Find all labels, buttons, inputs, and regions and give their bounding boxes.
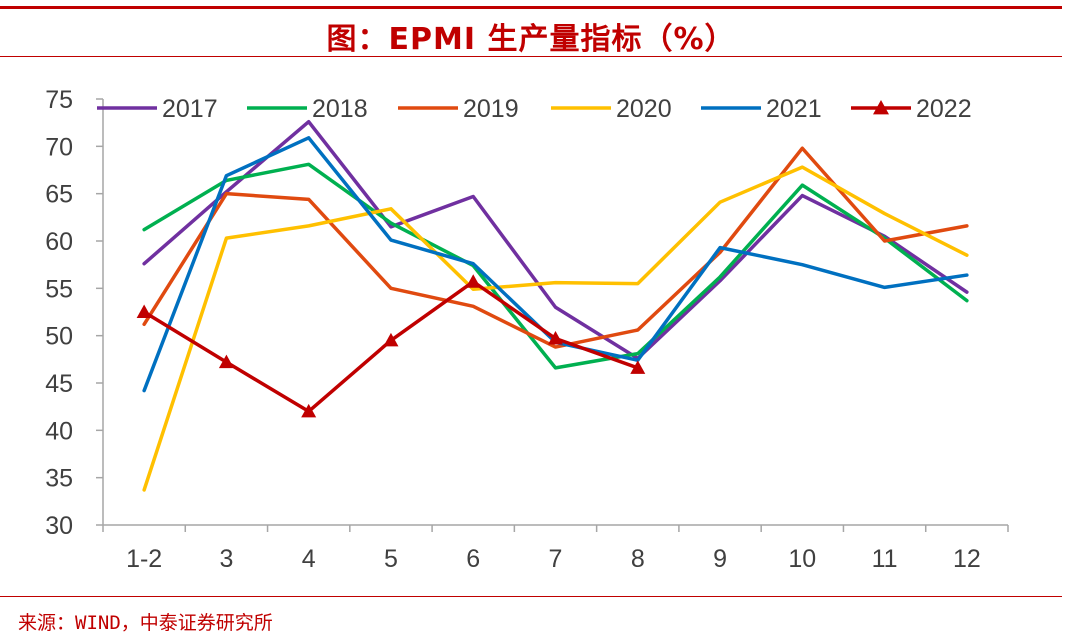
y-tick-label: 70: [45, 133, 73, 161]
legend-label-2019: 2019: [463, 95, 519, 123]
x-tick-label: 7: [549, 545, 563, 573]
x-tick-label: 1-2: [126, 545, 162, 573]
source-note: 来源：WIND，中泰证券研究所: [18, 612, 273, 634]
series-lines: [136, 119, 969, 492]
chart-title: 图：EPMI 生产量指标（%）: [326, 22, 736, 57]
y-tick-label: 40: [45, 417, 73, 445]
series-line-2019: [142, 146, 969, 349]
top-rule: [0, 6, 1062, 9]
point-2022: [630, 360, 646, 374]
legend-label-2018: 2018: [312, 95, 368, 123]
title-rule: [0, 56, 1062, 57]
series-line-2017: [142, 119, 969, 361]
legend-label-2022: 2022: [916, 95, 972, 123]
series-line-2020: [142, 165, 969, 492]
x-tick-label: 4: [302, 545, 316, 573]
x-tick-label: 3: [219, 545, 233, 573]
legend-label-2017: 2017: [162, 95, 218, 123]
y-tick-label: 60: [45, 228, 73, 256]
legend-marker-2022: [873, 100, 889, 115]
x-tick-label: 8: [631, 545, 645, 573]
legend: 2017 2018 2019 2020 2021 2022: [97, 95, 972, 123]
x-tick-label: 12: [953, 545, 981, 573]
bottom-rule: [0, 596, 1062, 597]
point-2022: [383, 332, 399, 347]
x-tick-label: 11: [872, 545, 898, 573]
legend-label-2021: 2021: [766, 95, 822, 123]
x-tick-label: 10: [788, 545, 816, 573]
x-tick-label: 9: [713, 545, 727, 573]
x-tick-label: 6: [466, 545, 480, 573]
series-line-2018: [142, 162, 969, 370]
point-2022: [465, 274, 481, 288]
y-tick-label: 75: [45, 86, 73, 114]
legend-label-2020: 2020: [616, 95, 672, 123]
x-tick-label: 5: [384, 545, 398, 573]
point-2022: [301, 403, 317, 418]
point-2022: [218, 354, 234, 369]
y-tick-label: 55: [45, 275, 73, 303]
y-tick-label: 65: [45, 181, 73, 209]
y-tick-label: 50: [45, 323, 73, 351]
y-tick-label: 30: [45, 512, 73, 540]
y-tick-label: 35: [45, 465, 73, 493]
point-2022: [548, 331, 563, 345]
point-2022: [136, 304, 152, 318]
y-tick-label: 45: [45, 370, 73, 398]
series-line-2021: [142, 136, 969, 393]
